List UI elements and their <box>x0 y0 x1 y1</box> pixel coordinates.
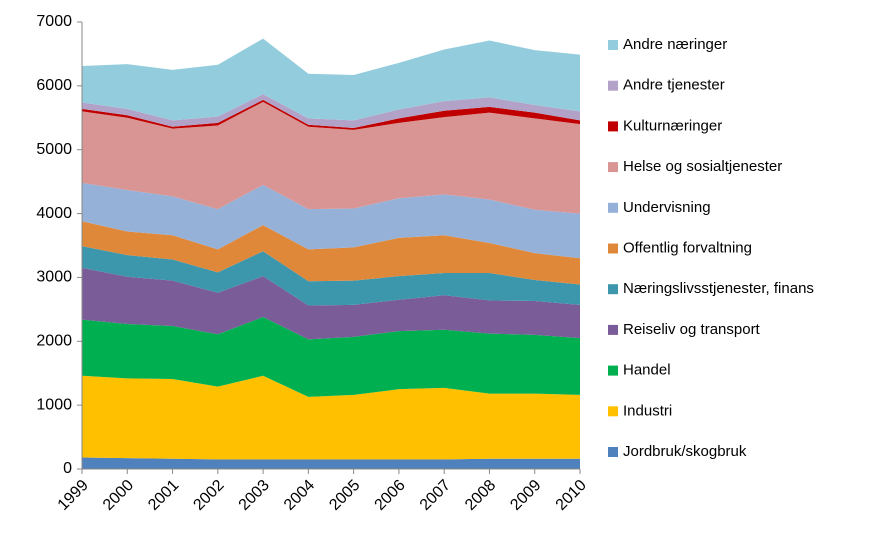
legend-swatch <box>608 447 618 457</box>
legend-label: Handel <box>623 362 671 379</box>
area <box>82 457 580 469</box>
y-tick-label: 3000 <box>36 269 72 286</box>
legend-swatch <box>608 324 618 335</box>
x-tick-label: 2000 <box>100 477 137 514</box>
legend-swatch <box>608 284 618 295</box>
legend-swatch <box>608 80 618 91</box>
legend-swatch <box>608 243 618 254</box>
legend-label: Helse og sosialtjenester <box>623 158 782 175</box>
area <box>82 317 580 397</box>
x-tick-label: 2002 <box>190 477 227 514</box>
legend-swatch <box>608 365 618 376</box>
y-tick-label: 0 <box>63 460 72 477</box>
x-tick-label: 2009 <box>507 477 544 514</box>
legend-label: Andre tjenester <box>623 77 725 94</box>
x-tick-label: 2005 <box>326 477 363 514</box>
legend-label: Industri <box>623 402 672 419</box>
y-tick-label: 2000 <box>36 333 72 350</box>
legend-label: Undervisning <box>623 199 711 216</box>
y-tick-label: 7000 <box>36 13 72 30</box>
legend-label: Næringslivsstjenester, finans <box>623 280 814 297</box>
area <box>82 221 580 285</box>
legend-label: Offentlig forvaltning <box>623 239 752 256</box>
x-tick-label: 2003 <box>236 477 273 514</box>
x-tick-label: 2007 <box>417 477 454 514</box>
area <box>82 94 580 129</box>
x-tick-label: 2010 <box>553 477 590 514</box>
legend-label: Kulturnæringer <box>623 117 722 134</box>
legend-label: Jordbruk/skogbruk <box>623 443 747 460</box>
area <box>82 101 580 214</box>
area <box>82 375 580 460</box>
legend-swatch <box>608 202 618 213</box>
legend-swatch <box>608 121 618 132</box>
y-tick-label: 4000 <box>36 205 72 222</box>
legend-swatch <box>608 162 618 173</box>
area <box>82 267 580 340</box>
y-tick-label: 5000 <box>36 141 72 158</box>
x-tick-label: 2004 <box>281 477 318 514</box>
area <box>82 182 580 259</box>
x-tick-label: 2001 <box>145 477 182 514</box>
legend-label: Reiseliv og transport <box>623 321 761 338</box>
legend-swatch <box>608 406 618 417</box>
x-tick-label: 2008 <box>462 477 499 514</box>
area <box>82 246 580 306</box>
y-tick-label: 6000 <box>36 77 72 94</box>
legend-swatch <box>608 40 618 50</box>
x-tick-label: 2006 <box>372 477 409 514</box>
y-tick-label: 1000 <box>36 396 72 413</box>
area <box>82 38 580 121</box>
x-tick-label: 1999 <box>55 477 92 514</box>
legend-label: Andre næringer <box>623 36 727 53</box>
